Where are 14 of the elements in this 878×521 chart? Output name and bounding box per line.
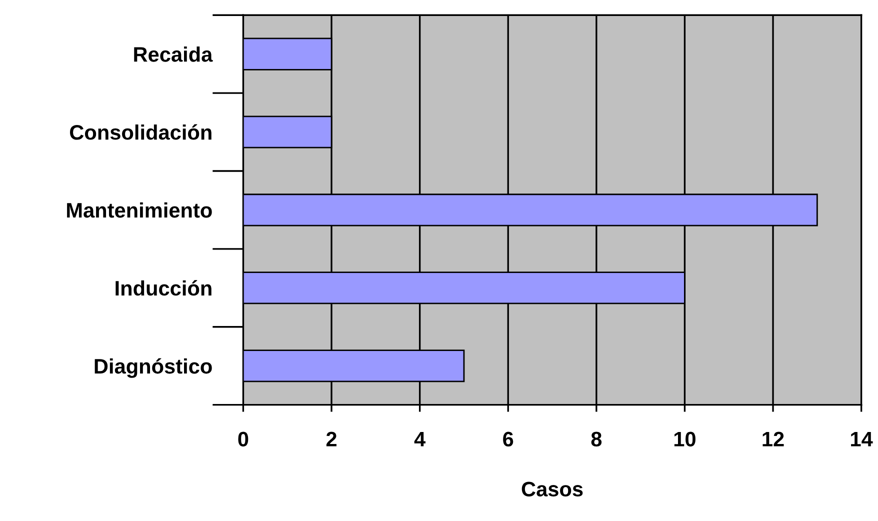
x-tick-label: 12 xyxy=(762,432,784,446)
x-tick-label: 4 xyxy=(414,432,426,446)
x-tick-label: 2 xyxy=(326,432,336,446)
y-tick-label: Consolidación xyxy=(70,124,212,140)
x-tick-label: 6 xyxy=(503,432,514,447)
x-tick-label: 14 xyxy=(851,432,873,446)
y-tick-label: Diagnóstico xyxy=(94,358,212,378)
y-tick-label: Recaida xyxy=(134,46,213,62)
x-tick-label: 8 xyxy=(591,432,602,447)
y-tick-label: Inducción xyxy=(116,280,212,296)
x-tick-label: 10 xyxy=(674,432,696,447)
x-axis-title: Casos xyxy=(522,482,583,496)
x-tick-label: 0 xyxy=(238,432,248,447)
y-tick-label: Mantenimiento xyxy=(67,202,212,218)
